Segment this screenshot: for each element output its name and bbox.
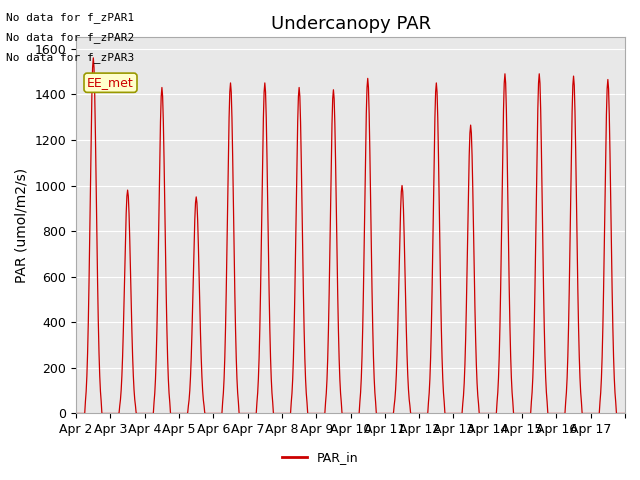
Text: EE_met: EE_met xyxy=(87,76,134,89)
Text: No data for f_zPAR1: No data for f_zPAR1 xyxy=(6,12,134,23)
Text: No data for f_zPAR2: No data for f_zPAR2 xyxy=(6,32,134,43)
Text: No data for f_zPAR3: No data for f_zPAR3 xyxy=(6,52,134,63)
Legend: PAR_in: PAR_in xyxy=(276,446,364,469)
Title: Undercanopy PAR: Undercanopy PAR xyxy=(271,15,431,33)
Y-axis label: PAR (umol/m2/s): PAR (umol/m2/s) xyxy=(15,168,29,283)
